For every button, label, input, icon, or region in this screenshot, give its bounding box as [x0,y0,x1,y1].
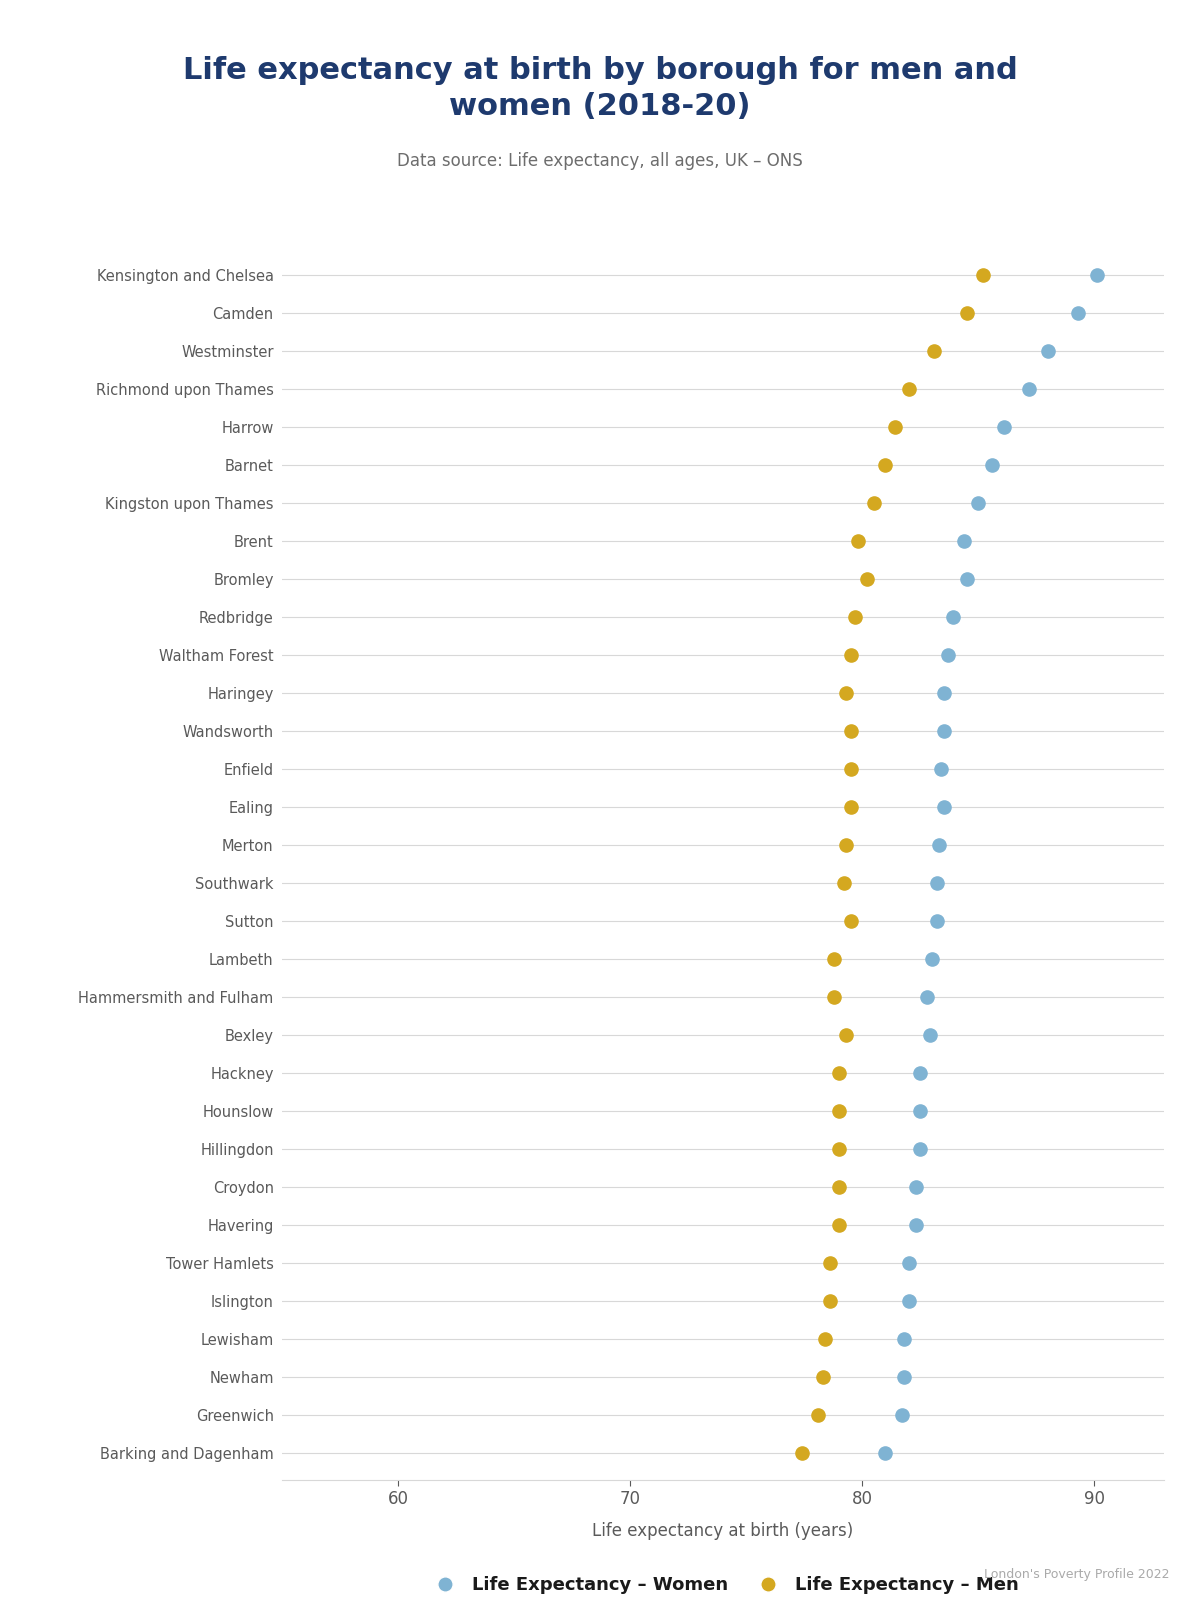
Point [906,1213,925,1238]
Point [829,1174,848,1200]
Point [925,338,944,363]
Point [820,1288,839,1314]
Point [934,718,953,744]
Point [968,490,988,515]
Point [929,832,948,858]
Point [846,605,865,630]
Point [923,946,942,971]
Point [841,909,860,934]
Point [864,490,883,515]
Point [918,984,937,1010]
Point [943,605,962,630]
Point [836,680,856,706]
Point [829,1136,848,1162]
Point [911,1098,930,1123]
Point [876,451,895,477]
Point [892,1403,911,1429]
Point [820,1251,839,1277]
Point [931,757,950,782]
Point [955,528,974,554]
Point [899,1288,918,1314]
Point [938,642,958,667]
Point [834,870,853,896]
Text: Life expectancy at birth by borough for men and
women (2018-20): Life expectancy at birth by borough for … [182,56,1018,122]
Point [973,262,992,288]
Point [824,946,844,971]
Point [926,909,946,934]
Point [899,1251,918,1277]
Point [911,1061,930,1086]
Point [876,1440,895,1466]
Point [836,1022,856,1048]
Point [899,376,918,402]
Point [906,1174,925,1200]
Point [894,1326,913,1352]
Point [1087,262,1106,288]
Point [841,718,860,744]
Text: Data source: Life expectancy, all ages, UK – ONS: Data source: Life expectancy, all ages, … [397,152,803,170]
Legend: Life Expectancy – Women, Life Expectancy – Men: Life Expectancy – Women, Life Expectancy… [420,1570,1026,1600]
Point [958,566,977,592]
Point [829,1098,848,1123]
Point [836,832,856,858]
Point [926,870,946,896]
Point [841,642,860,667]
Point [824,984,844,1010]
Point [829,1213,848,1238]
Point [894,1365,913,1390]
Point [841,757,860,782]
Point [1020,376,1039,402]
Point [911,1136,930,1162]
Point [983,451,1002,477]
Point [829,1061,848,1086]
Point [814,1365,833,1390]
Text: London's Poverty Profile 2022: London's Poverty Profile 2022 [984,1568,1170,1581]
Point [792,1440,811,1466]
X-axis label: Life expectancy at birth (years): Life expectancy at birth (years) [593,1522,853,1541]
Point [848,528,868,554]
Point [958,299,977,325]
Point [886,414,905,440]
Point [857,566,876,592]
Point [816,1326,835,1352]
Point [1038,338,1057,363]
Point [934,794,953,819]
Point [934,680,953,706]
Point [995,414,1014,440]
Point [809,1403,828,1429]
Point [920,1022,940,1048]
Point [841,794,860,819]
Point [1068,299,1087,325]
